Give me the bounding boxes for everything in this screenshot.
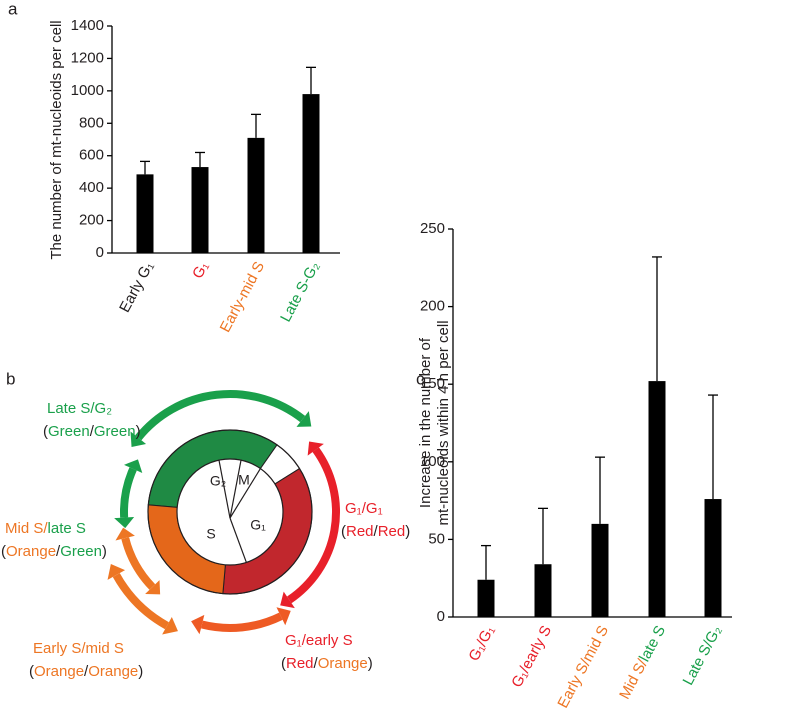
y-tick-label: 0 [96, 244, 104, 261]
bar [137, 174, 154, 253]
x-tick-label: Mid S/late S [616, 623, 669, 702]
error-bar [251, 114, 261, 138]
phase-transition-label: (Green/Green) [43, 423, 141, 440]
x-tick-label-part: Early S/mid S [554, 623, 612, 711]
y-tick-label: 600 [79, 147, 104, 164]
x-tick-label: Early-mid S [217, 259, 268, 335]
phase-transition-label: Late S/G₂ [47, 400, 112, 417]
bar [478, 580, 495, 617]
label-part: Early S/mid S [33, 640, 124, 657]
x-tick-label: Late S-G₂ [277, 259, 323, 325]
bar [535, 564, 552, 617]
bar [649, 381, 666, 617]
error-bar [306, 67, 316, 94]
label-part: ) [102, 543, 107, 560]
phase-label: M [238, 472, 250, 488]
phase-transition-label: (Orange/Green) [1, 543, 107, 560]
label-part: late S [48, 520, 86, 537]
error-bar [595, 457, 605, 524]
error-bar [481, 546, 491, 580]
transition-arrow [125, 538, 152, 587]
y-tick-label: 1200 [71, 49, 104, 66]
y-tick-label: 250 [420, 220, 445, 237]
x-tick-label-part: late S [636, 623, 669, 665]
phase-transition-label: G₁/G₁ [345, 500, 383, 517]
label-part: Red [378, 523, 406, 540]
transition-arrow [202, 616, 281, 628]
label-part: ) [136, 423, 141, 440]
arrow-head [114, 517, 134, 528]
bar [248, 138, 265, 253]
error-bar [708, 395, 718, 499]
label-part: ) [368, 655, 373, 672]
label-part: Green [94, 423, 136, 440]
error-bar [195, 152, 205, 167]
inner-circle [177, 459, 283, 565]
bar [303, 94, 320, 253]
x-tick-label-part: Early-mid S [217, 259, 268, 335]
x-tick-label: Early S/mid S [554, 623, 612, 711]
x-tick-label: G₁/early S [508, 623, 555, 691]
x-tick-label-part: Late S/G₂ [679, 623, 725, 689]
label-part: Orange [318, 655, 368, 672]
x-tick-label: G₁/G₁ [465, 623, 498, 664]
y-tick-label: 400 [79, 179, 104, 196]
x-tick-label: Early G₁ [116, 259, 157, 316]
y-axis-label: mt-nucleoids within 4 h per cell [435, 320, 452, 525]
bar [592, 524, 609, 617]
phase-transition-label: (Red/Red) [341, 523, 410, 540]
label-part: Orange [34, 663, 84, 680]
label-part: ) [138, 663, 143, 680]
y-tick-label: 200 [420, 298, 445, 315]
phase-label: G₂ [210, 473, 226, 489]
label-part: Green [48, 423, 90, 440]
x-tick-label-part: G₁/G₁ [465, 623, 498, 664]
label-part: Red [346, 523, 374, 540]
x-tick-label-part: G₁/early S [508, 623, 555, 691]
y-tick-label: 0 [437, 608, 445, 625]
bar [192, 167, 209, 253]
y-tick-label: 200 [79, 212, 104, 229]
phase-transition-label: Early S/mid S [33, 640, 124, 657]
label-part: Late S/G₂ [47, 400, 112, 417]
y-tick-label: 50 [428, 530, 445, 547]
label-part: Orange [6, 543, 56, 560]
error-bar [652, 257, 662, 381]
y-tick-label: 1400 [71, 17, 104, 34]
label-part: Green [60, 543, 102, 560]
phase-label: G₁ [250, 517, 266, 533]
x-tick-label: G₁ [189, 259, 212, 282]
phase-transition-label: (Orange/Orange) [29, 663, 143, 680]
x-tick-label-part: G₁ [189, 259, 212, 282]
phase-transition-label: G₁/early S [285, 632, 353, 649]
label-part: ) [405, 523, 410, 540]
phase-transition-label: Mid S/late S [5, 520, 86, 537]
phase-transition-label: (Red/Orange) [281, 655, 373, 672]
y-axis-label: Increase in the number of [417, 337, 434, 508]
label-part: G₁/G₁ [345, 500, 383, 517]
error-bar [538, 508, 548, 564]
phase-label: S [206, 526, 215, 542]
y-tick-label: 1000 [71, 82, 104, 99]
x-tick-label-part: Early G₁ [116, 259, 157, 316]
bar [705, 499, 722, 617]
panel-label: a [8, 0, 18, 18]
y-tick-label: 800 [79, 114, 104, 131]
y-axis-label: The number of mt-nucleoids per cell [48, 20, 65, 259]
label-part: Mid S/ [5, 520, 48, 537]
panel-label: b [6, 369, 15, 388]
label-part: Orange [88, 663, 138, 680]
transition-arrow [124, 469, 133, 518]
x-tick-label-part: Late S-G₂ [277, 259, 323, 325]
label-part: G₁/early S [285, 632, 353, 649]
label-part: Red [286, 655, 314, 672]
x-tick-label: Late S/G₂ [679, 623, 725, 689]
error-bar [140, 161, 150, 174]
